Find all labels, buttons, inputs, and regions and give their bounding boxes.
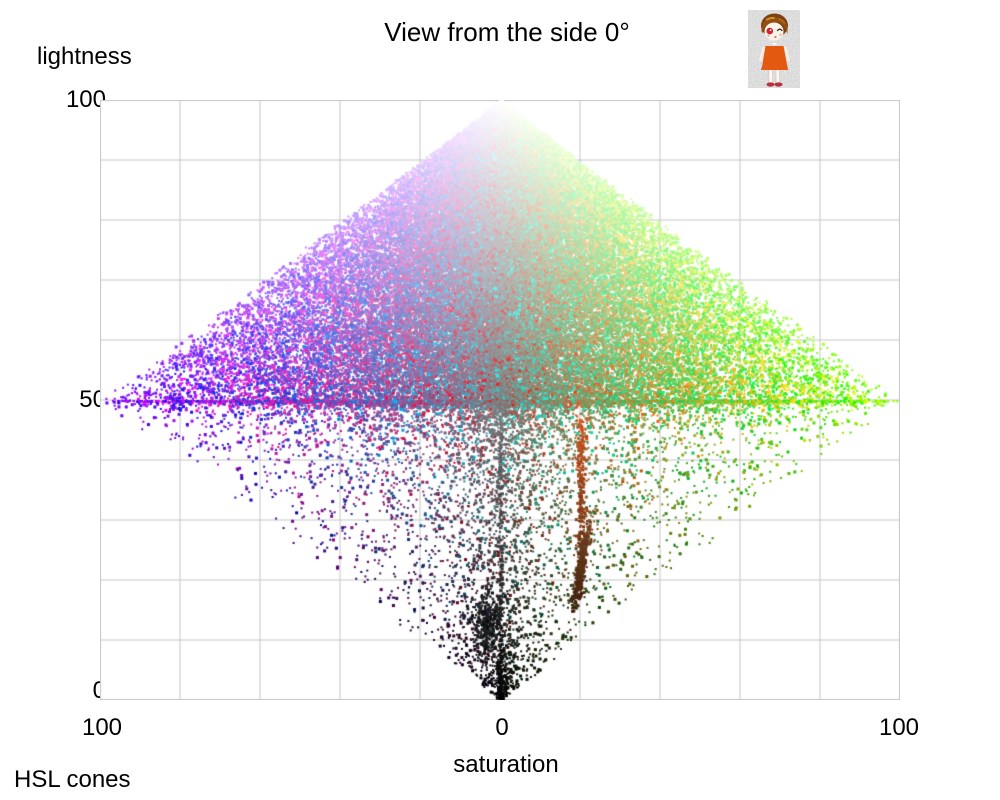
x-tick-right-100: 100 (878, 714, 920, 741)
chart-title: View from the side 0° (384, 17, 630, 47)
hsl-cone-scatter-canvas (100, 100, 900, 700)
mascot-girl (759, 13, 790, 87)
mascot-image (748, 10, 800, 88)
y-tick-50: 50 (79, 386, 106, 413)
y-axis-label: lightness (37, 43, 132, 70)
y-tick-0: 0 (0, 679, 106, 703)
x-tick-0: 0 (495, 714, 509, 741)
x-tick-left-100: 100 (81, 714, 123, 741)
x-axis-label: saturation (453, 751, 559, 778)
footer-caption: HSL cones (14, 766, 131, 793)
y-tick-100: 100 (65, 86, 106, 113)
